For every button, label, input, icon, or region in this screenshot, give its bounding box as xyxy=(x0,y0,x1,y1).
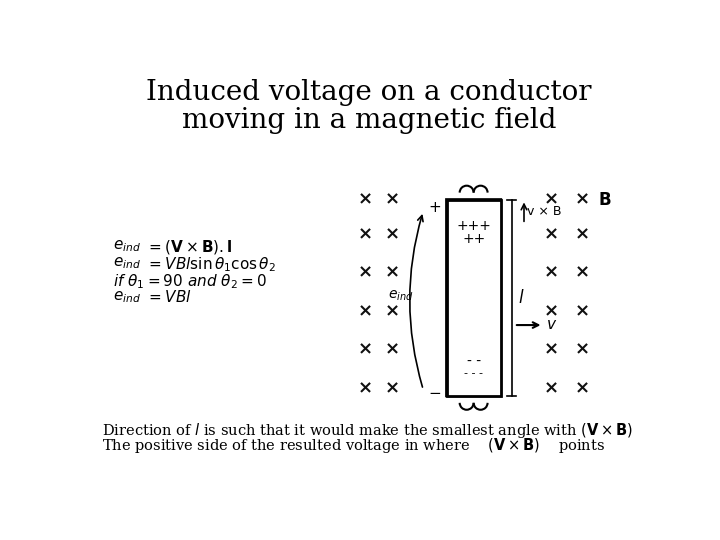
Text: ×: × xyxy=(575,191,590,208)
Text: ×: × xyxy=(544,341,559,359)
Text: moving in a magnetic field: moving in a magnetic field xyxy=(181,107,557,134)
Text: ×: × xyxy=(384,225,400,243)
Text: $= VBl\sin\theta_1\cos\theta_2$: $= VBl\sin\theta_1\cos\theta_2$ xyxy=(145,255,276,274)
Text: The positive side of the resulted voltage in where    $(\mathbf{V} \times \mathb: The positive side of the resulted voltag… xyxy=(102,436,605,455)
Text: ×: × xyxy=(358,302,373,320)
Text: ×: × xyxy=(575,341,590,359)
Text: ×: × xyxy=(358,225,373,243)
Text: ×: × xyxy=(575,302,590,320)
Text: $= (\mathbf{V} \times \mathbf{B}).\mathbf{l}$: $= (\mathbf{V} \times \mathbf{B}).\mathb… xyxy=(145,238,233,256)
Bar xyxy=(446,200,500,396)
Text: −: − xyxy=(428,386,441,401)
Text: - - -: - - - xyxy=(464,368,483,378)
Text: $l$: $l$ xyxy=(518,289,524,307)
Text: $v$: $v$ xyxy=(546,318,558,332)
Text: ×: × xyxy=(358,264,373,282)
Text: Direction of $l$ is such that it would make the smallest angle with $(\mathbf{V}: Direction of $l$ is such that it would m… xyxy=(102,421,633,440)
Text: ×: × xyxy=(575,264,590,282)
Text: +: + xyxy=(428,200,441,215)
Text: ×: × xyxy=(544,191,559,208)
Text: ×: × xyxy=(544,264,559,282)
Text: $e_{ind}$: $e_{ind}$ xyxy=(113,289,141,305)
Text: ×: × xyxy=(544,225,559,243)
Text: Induced voltage on a conductor: Induced voltage on a conductor xyxy=(146,79,592,106)
Text: ×: × xyxy=(384,302,400,320)
Text: ++: ++ xyxy=(462,232,485,246)
Text: $e_{ind}$: $e_{ind}$ xyxy=(113,238,141,254)
Text: $\mathbf{B}$: $\mathbf{B}$ xyxy=(598,191,611,208)
Text: ×: × xyxy=(358,379,373,397)
Text: ×: × xyxy=(384,341,400,359)
Text: ×: × xyxy=(384,264,400,282)
Text: - -: - - xyxy=(467,354,481,368)
Text: ×: × xyxy=(575,379,590,397)
Text: +++: +++ xyxy=(456,219,491,233)
Text: $e_{ind}$: $e_{ind}$ xyxy=(387,288,413,303)
Text: $if\ \theta_1 = 90\ and\ \theta_2 = 0$: $if\ \theta_1 = 90\ and\ \theta_2 = 0$ xyxy=(113,272,267,291)
Text: ×: × xyxy=(544,302,559,320)
Text: ×: × xyxy=(358,341,373,359)
Text: v × B: v × B xyxy=(527,205,562,218)
Text: $e_{ind}$: $e_{ind}$ xyxy=(113,255,141,271)
Text: ×: × xyxy=(384,379,400,397)
Text: ×: × xyxy=(544,379,559,397)
FancyBboxPatch shape xyxy=(446,200,500,396)
Text: ×: × xyxy=(384,191,400,208)
Text: ×: × xyxy=(358,191,373,208)
Text: $= VBl$: $= VBl$ xyxy=(145,289,192,305)
Text: ×: × xyxy=(575,225,590,243)
